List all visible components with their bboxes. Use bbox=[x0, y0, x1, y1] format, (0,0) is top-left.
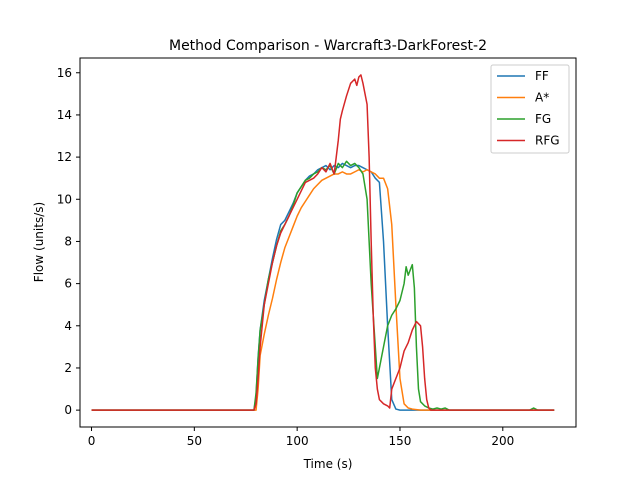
x-tick-label-3: 150 bbox=[389, 434, 412, 448]
y-tick-label-0: 0 bbox=[64, 403, 72, 417]
y-tick-label-1: 2 bbox=[64, 361, 72, 375]
y-tick-label-6: 12 bbox=[57, 150, 72, 164]
legend-label-3: RFG bbox=[535, 134, 560, 148]
x-axis: 0 50 100 150 200 bbox=[88, 427, 514, 448]
y-axis-label: Flow (units/s) bbox=[32, 202, 46, 282]
x-axis-label: Time (s) bbox=[303, 457, 353, 471]
x-tick-label-0: 0 bbox=[88, 434, 96, 448]
x-tick-label-4: 200 bbox=[491, 434, 514, 448]
series-layer bbox=[91, 74, 555, 411]
y-tick-label-4: 8 bbox=[64, 234, 72, 248]
chart-title: Method Comparison - Warcraft3-DarkForest… bbox=[169, 38, 487, 54]
x-tick-label-2: 100 bbox=[286, 434, 309, 448]
y-tick-label-8: 16 bbox=[57, 66, 72, 80]
y-tick-label-3: 6 bbox=[64, 277, 72, 291]
legend: FF A* FG RFG bbox=[490, 64, 570, 154]
y-tick-label-5: 10 bbox=[57, 192, 72, 206]
y-tick-label-2: 4 bbox=[64, 319, 72, 333]
legend-label-1: A* bbox=[535, 91, 549, 105]
y-axis: 0 2 4 6 8 10 12 14 16 bbox=[57, 66, 80, 417]
plot-frame bbox=[79, 57, 577, 428]
legend-box bbox=[490, 64, 570, 154]
series-line-3 bbox=[91, 74, 555, 411]
legend-label-2: FG bbox=[535, 112, 551, 126]
y-tick-label-7: 14 bbox=[57, 108, 72, 122]
x-tick-label-1: 50 bbox=[187, 434, 202, 448]
legend-label-0: FF bbox=[535, 69, 549, 83]
